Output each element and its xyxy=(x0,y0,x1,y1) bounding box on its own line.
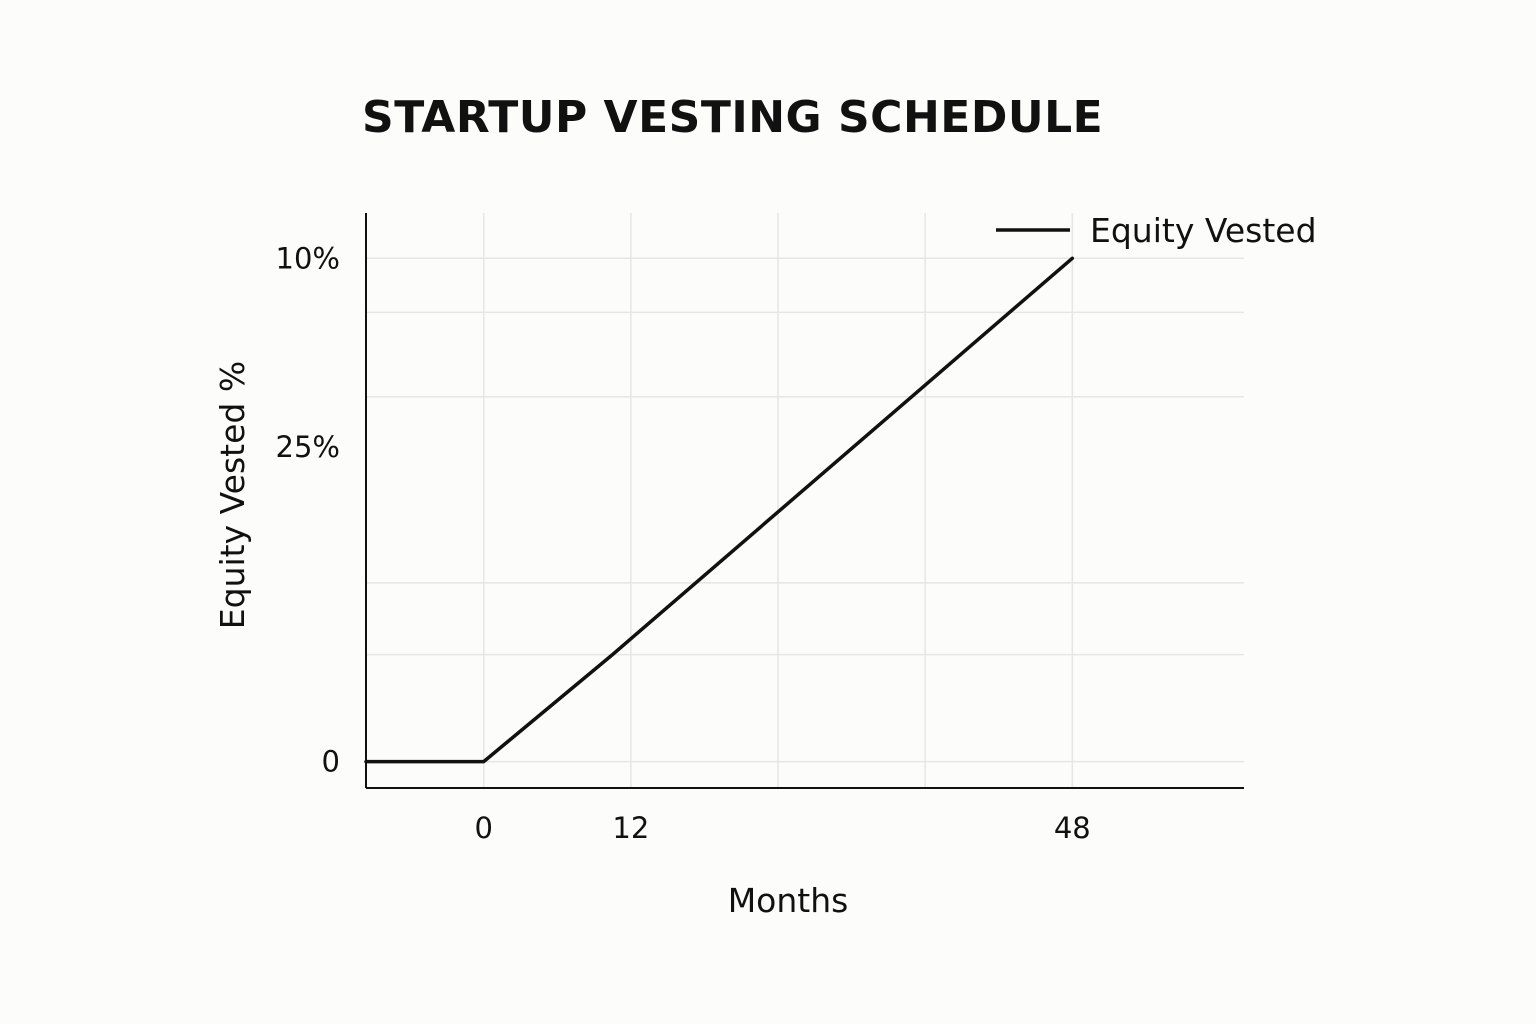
y-tick-label: 25% xyxy=(276,430,340,464)
x-tick-label: 48 xyxy=(1054,811,1091,845)
axes xyxy=(365,213,1244,789)
series-layer xyxy=(364,256,1075,764)
series-line-equity-vested xyxy=(364,256,1075,764)
tick-labels: 0 12 48 0 25% 10% xyxy=(276,241,1091,845)
y-axis-label: Equity Vested % xyxy=(213,361,252,629)
legend: Equity Vested xyxy=(996,211,1317,250)
y-tick-label: 10% xyxy=(276,241,340,275)
x-tick-label: 12 xyxy=(612,811,649,845)
x-axis-label: Months xyxy=(728,881,849,920)
y-tick-label: 0 xyxy=(322,745,340,779)
legend-label: Equity Vested xyxy=(1090,211,1317,250)
grid-lines xyxy=(366,213,1244,788)
chart-title: STARTUP VESTING SCHEDULE xyxy=(362,92,1103,143)
x-tick-label: 0 xyxy=(474,811,492,845)
